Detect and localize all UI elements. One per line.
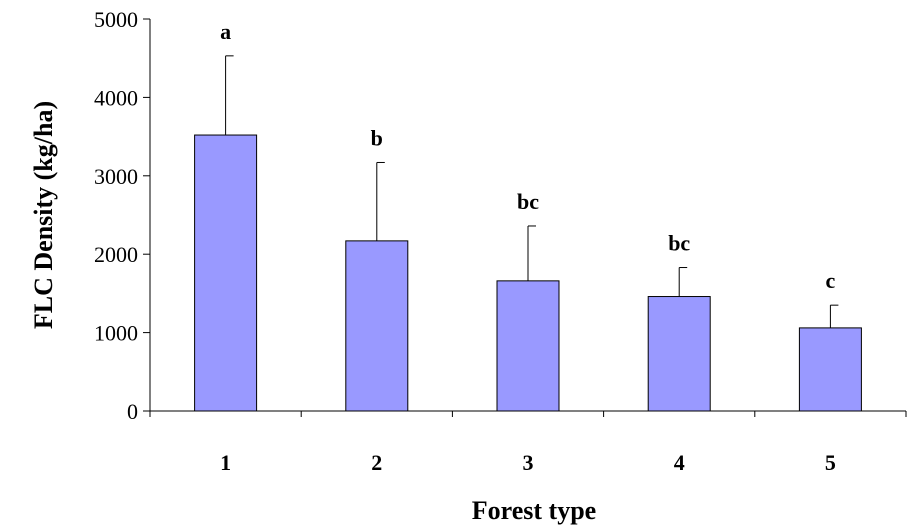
y-tick-label: 3000 [94, 164, 138, 189]
category-label-3: 3 [523, 450, 534, 475]
y-tick-label: 4000 [94, 85, 138, 110]
bars [194, 134, 862, 412]
significance-label-1: a [220, 19, 231, 44]
y-tick-label: 1000 [94, 321, 138, 346]
category-label-1: 1 [220, 450, 231, 475]
significance-label-5: c [826, 268, 836, 293]
category-label-4: 4 [674, 450, 685, 475]
y-tick-label: 2000 [94, 242, 138, 267]
y-axis: 0 1000 2000 3000 4000 5000 [94, 7, 151, 424]
error-bars [225, 55, 839, 328]
category-labels: 1 2 3 4 5 [220, 450, 836, 475]
bar-1 [194, 134, 258, 412]
category-label-2: 2 [371, 450, 382, 475]
y-axis-title: FLC Density (kg/ha) [29, 101, 58, 329]
significance-labels: a b bc bc c [220, 19, 835, 293]
bar-2 [345, 240, 409, 412]
x-axis-title: Forest type [472, 496, 596, 525]
bar-3 [496, 280, 560, 412]
category-label-5: 5 [825, 450, 836, 475]
bar-5 [798, 327, 862, 412]
significance-label-4: bc [668, 231, 690, 256]
y-tick-label: 5000 [94, 7, 138, 32]
significance-label-2: b [371, 125, 383, 150]
y-tick-label: 0 [127, 399, 138, 424]
bar-4 [647, 296, 711, 412]
x-axis [149, 410, 907, 417]
significance-label-3: bc [517, 189, 539, 214]
